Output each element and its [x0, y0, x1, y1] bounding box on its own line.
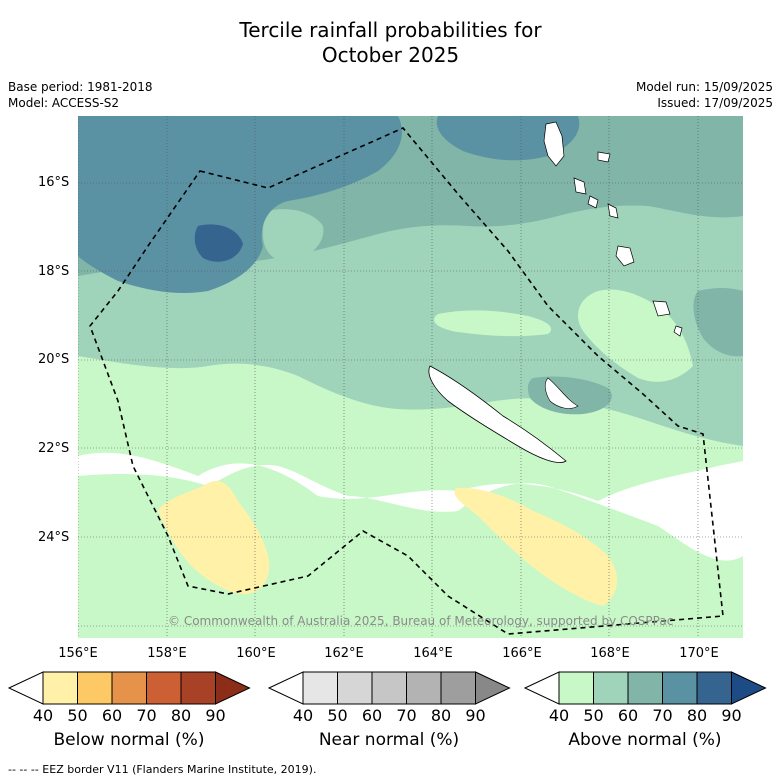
colorbar-cell [302, 671, 338, 705]
colorbar-low-arrow [7, 671, 44, 705]
graticule [78, 116, 743, 638]
colorbar-tick-label: 70 [396, 706, 417, 725]
new-caledonia-island [428, 365, 567, 463]
colorbar-low-arrow [523, 671, 560, 705]
lon-label: 158°E [147, 646, 187, 661]
loyalty-island [544, 377, 579, 409]
lon-label: 162°E [324, 646, 364, 661]
lon-label: 168°E [590, 646, 630, 661]
colorbar-cell [440, 671, 476, 705]
map-title: Tercile rainfall probabilities for Octob… [0, 18, 781, 68]
meta-right: Model run: 15/09/2025 Issued: 17/09/2025 [636, 79, 773, 111]
colorbar-cell [371, 671, 407, 705]
meta-left: Base period: 1981-2018 Model: ACCESS-S2 [8, 79, 153, 111]
colorbar-tick-label: 80 [170, 706, 192, 725]
model-run: Model run: 15/09/2025 [635, 80, 773, 94]
title-line-2: October 2025 [321, 43, 460, 67]
lat-label: 24°S [38, 530, 70, 545]
lon-label: 170°E [679, 646, 719, 661]
colorbar-tick-label: 60 [361, 706, 383, 725]
above-normal-50-south [468, 586, 678, 638]
title-line-1: Tercile rainfall probabilities for [239, 18, 542, 42]
colorbar-high-arrow [731, 671, 767, 705]
above-normal-70-east [693, 287, 743, 357]
colorbars [7, 671, 767, 705]
colorbar-cell [406, 671, 442, 705]
above-normal-80-north [436, 116, 580, 161]
colorbar-cell [593, 671, 629, 705]
base-period: Base period: 1981-2018 [8, 80, 153, 94]
lon-label: 160°E [236, 646, 276, 661]
colorbar-tick-label: 50 [583, 706, 604, 725]
lat-label: 22°S [38, 441, 70, 456]
below-normal-50-west [158, 481, 270, 595]
model-name: Model: ACCESS-S2 [8, 96, 120, 110]
colorbar-tick-label: 40 [548, 706, 570, 725]
lon-label: 164°E [413, 646, 453, 661]
rainfall-probability-map: © Commonwealth of Australia 2025, Bureau… [78, 116, 743, 638]
above-normal-50-strip [434, 310, 552, 337]
colorbar-near [267, 671, 511, 705]
colorbar-tick-label: 70 [652, 706, 673, 725]
colorbar-tick-label: 40 [32, 706, 54, 725]
below-normal-title: Below normal (%) [53, 730, 205, 750]
colorbar-tick-label: 90 [465, 706, 486, 725]
copyright-text: © Commonwealth of Australia 2025, Bureau… [168, 614, 673, 628]
colorbar-cell [662, 671, 698, 705]
colorbar-cell [146, 671, 182, 705]
colorbar-low-arrow [267, 671, 304, 705]
colorbar-tick-label: 80 [686, 706, 708, 725]
no-signal-area [78, 452, 743, 561]
colorbar-cell [696, 671, 732, 705]
lon-label: 156°E [58, 646, 98, 661]
lon-label: 166°E [502, 646, 542, 661]
colorbar-tick-label: 60 [617, 706, 639, 725]
colorbar-high-arrow [215, 671, 251, 705]
above-normal-90-patch [194, 224, 243, 262]
colorbar-cell [111, 671, 147, 705]
below-normal-50-east [454, 487, 618, 606]
eez-border [89, 127, 724, 635]
colorbar-tick-label: 70 [136, 706, 157, 725]
above-normal-80 [78, 116, 402, 293]
colorbar-below [7, 671, 251, 705]
vanuatu-islands [543, 121, 683, 337]
colorbar-cell [337, 671, 373, 705]
colorbar-above [523, 671, 767, 705]
colorbar-cell [627, 671, 663, 705]
colorbar-cell [558, 671, 594, 705]
colorbar-tick-label: 40 [292, 706, 314, 725]
colorbar-tick-label: 60 [101, 706, 123, 725]
colorbar-cell [77, 671, 113, 705]
above-normal-60-pocket [263, 209, 324, 262]
colorbar-tick-label: 50 [67, 706, 88, 725]
eez-footer-note: -- -- -- EEZ border V11 (Flanders Marine… [8, 763, 317, 776]
issued-date: Issued: 17/09/2025 [657, 96, 773, 110]
lat-label: 20°S [38, 352, 70, 367]
near-normal-title: Near normal (%) [318, 730, 460, 750]
colorbar-tick-label: 90 [205, 706, 226, 725]
colorbar-high-arrow [475, 671, 511, 705]
above-normal-title: Above normal (%) [568, 730, 722, 750]
lat-label: 16°S [38, 175, 70, 190]
colorbar-tick-label: 90 [721, 706, 742, 725]
lat-label: 18°S [38, 264, 70, 279]
colorbar-cell [42, 671, 78, 705]
colorbar-tick-label: 80 [430, 706, 452, 725]
colorbar-tick-label: 50 [327, 706, 348, 725]
colorbar-cell [180, 671, 216, 705]
